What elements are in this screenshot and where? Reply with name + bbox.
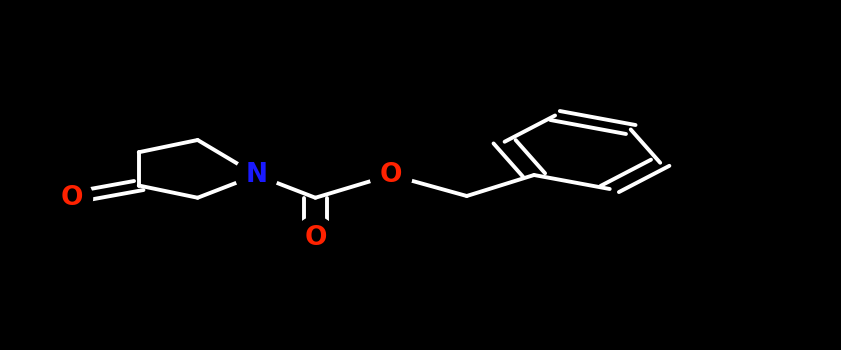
Text: O: O	[380, 162, 402, 188]
Text: N: N	[246, 162, 267, 188]
Text: O: O	[304, 225, 326, 251]
Ellipse shape	[370, 154, 412, 196]
Ellipse shape	[294, 217, 336, 259]
Ellipse shape	[50, 177, 93, 219]
Text: O: O	[61, 185, 82, 211]
Ellipse shape	[235, 154, 278, 196]
